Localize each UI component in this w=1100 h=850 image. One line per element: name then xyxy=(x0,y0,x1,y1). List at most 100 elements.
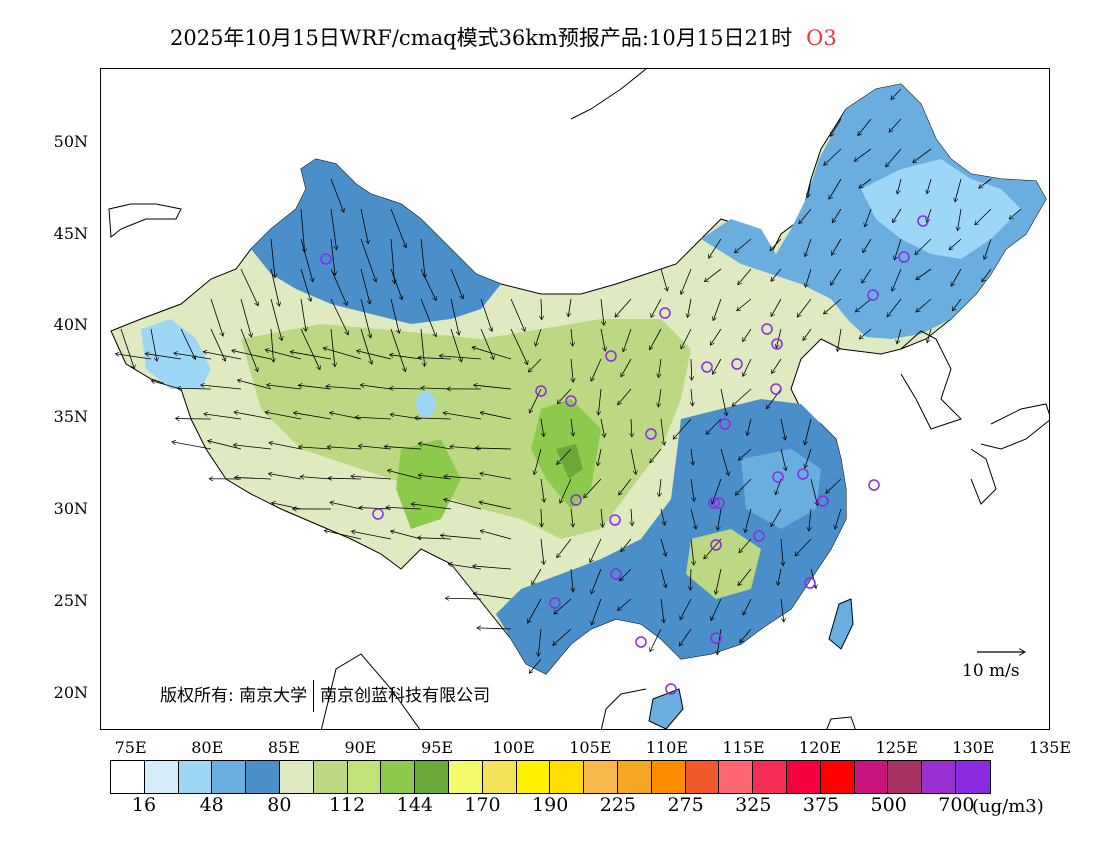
legend-swatch xyxy=(617,761,652,793)
wind-vector xyxy=(557,388,572,404)
wind-vector xyxy=(445,598,482,599)
wind-vector xyxy=(324,530,362,540)
wind-vector xyxy=(805,448,812,468)
legend-label: 500 xyxy=(870,794,907,816)
wind-vector xyxy=(557,538,572,558)
wind-vector xyxy=(390,298,399,333)
wind-vector xyxy=(390,531,422,540)
wind-vector xyxy=(210,298,223,336)
wind-vector xyxy=(660,538,666,556)
wind-vector xyxy=(766,388,782,409)
wind-vector xyxy=(712,358,722,374)
taiwan-island xyxy=(828,598,854,650)
wind-vector xyxy=(240,298,251,337)
legend-label: 225 xyxy=(599,794,637,816)
wind-vector xyxy=(529,388,542,413)
wind-vector xyxy=(328,478,362,479)
wind-vector xyxy=(780,418,785,440)
map-panel xyxy=(100,68,1050,730)
wind-vector xyxy=(237,380,272,390)
wind-vector xyxy=(300,238,313,282)
wind-vector xyxy=(715,568,722,594)
wind-vector xyxy=(598,388,602,415)
wind-vector xyxy=(621,358,632,377)
wind-vector xyxy=(174,353,212,360)
wind-vector xyxy=(738,448,752,460)
wind-vector xyxy=(623,328,632,352)
monitoring-station-marker xyxy=(565,395,577,407)
wind-vector xyxy=(327,447,362,449)
copyright-separator xyxy=(313,680,315,712)
monitoring-station-marker xyxy=(701,361,713,373)
wind-vector xyxy=(704,268,722,282)
wind-vector xyxy=(957,208,962,231)
monitoring-station-marker xyxy=(797,468,809,480)
legend-swatch xyxy=(888,761,923,793)
legend-swatch xyxy=(212,761,247,793)
legend-swatch xyxy=(719,761,754,793)
legend-label: 48 xyxy=(199,794,224,816)
wind-vector xyxy=(439,356,482,360)
wind-vector xyxy=(658,358,662,378)
longitude-label: 90E xyxy=(344,738,377,757)
wind-vector xyxy=(479,502,512,510)
legend-swatch xyxy=(144,761,179,793)
longitude-label: 115E xyxy=(722,738,765,757)
wind-vector xyxy=(681,328,692,349)
wind-vector xyxy=(891,88,902,100)
monitoring-station-marker xyxy=(659,307,671,319)
wind-vector xyxy=(444,476,482,480)
legend-swatch xyxy=(313,761,348,793)
wind-vector xyxy=(737,298,752,311)
wind-vector xyxy=(897,178,902,194)
monitoring-station-marker xyxy=(917,215,929,227)
wind-vector xyxy=(420,298,436,337)
wind-vector xyxy=(710,328,722,345)
wind-vector xyxy=(527,598,542,623)
wind-vector xyxy=(417,538,452,539)
wind-vector xyxy=(771,298,782,317)
wind-vector xyxy=(952,298,962,311)
wind-vector xyxy=(630,448,636,474)
wind-vector xyxy=(598,448,602,466)
wind-vector xyxy=(420,238,425,278)
wind-vector xyxy=(267,385,302,390)
wind-vector xyxy=(621,538,632,552)
legend-swatch xyxy=(820,761,855,793)
wind-vector xyxy=(298,447,332,449)
wind-vector xyxy=(770,238,782,251)
wind-vector xyxy=(738,268,752,285)
wind-vector xyxy=(706,418,722,434)
coastline-japan-south xyxy=(970,448,997,505)
northwest-blue-region xyxy=(251,159,501,324)
copyright-org-nju: 南京大学 xyxy=(239,686,308,706)
wind-vector xyxy=(690,568,691,590)
wind-vector xyxy=(387,470,422,480)
wind-vector xyxy=(894,238,902,260)
wind-vector xyxy=(590,538,602,562)
coastline-korea-japan xyxy=(900,330,962,430)
wind-vector xyxy=(797,298,812,317)
wind-vector xyxy=(713,298,722,321)
wind-vector xyxy=(835,508,842,529)
wind-vector xyxy=(234,412,272,420)
wind-vector xyxy=(360,208,368,244)
wind-vector xyxy=(528,358,542,372)
legend-label: 375 xyxy=(802,794,840,816)
coastline-india xyxy=(320,653,421,729)
monitoring-station-marker xyxy=(570,494,582,506)
wind-vector xyxy=(571,328,573,346)
wind-vector xyxy=(745,508,752,533)
wind-vector xyxy=(712,478,722,504)
wind-vector xyxy=(529,658,542,673)
monitoring-station-marker xyxy=(710,539,722,551)
coastline-kazakh xyxy=(108,203,182,238)
wind-vector xyxy=(443,413,482,420)
wind-vector xyxy=(300,328,320,370)
monitoring-station-marker xyxy=(770,383,782,395)
wind-vector xyxy=(450,268,463,299)
map-title: 2025年10月15日WRF/cmaq模式36km预报产品:10月15日21时 O… xyxy=(170,22,837,52)
wind-vector xyxy=(591,358,602,381)
wind-vector xyxy=(951,268,962,286)
wind-vector xyxy=(915,238,932,255)
